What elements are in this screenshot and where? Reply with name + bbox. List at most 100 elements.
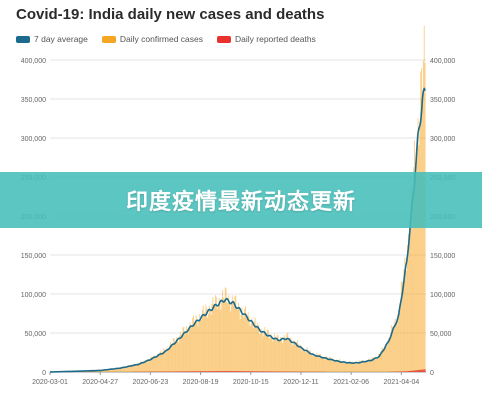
confirmed-bar — [171, 344, 172, 372]
death-bar — [414, 370, 416, 372]
legend-label-confirmed: Daily confirmed cases — [119, 34, 204, 44]
confirmed-bar — [365, 360, 367, 372]
confirmed-bar — [389, 338, 391, 372]
confirmed-bar — [377, 357, 379, 372]
death-bar — [407, 371, 409, 372]
confirmed-bar — [282, 340, 284, 372]
death-bar — [252, 371, 254, 372]
death-bar — [266, 371, 268, 372]
x-tick-label: 2020-04-27 — [82, 379, 118, 386]
confirmed-bar — [215, 295, 216, 372]
death-bar — [413, 370, 415, 372]
death-bar — [240, 371, 242, 372]
confirmed-bar — [104, 369, 106, 372]
death-bar — [210, 371, 212, 372]
confirmed-bar — [336, 360, 338, 372]
death-bar — [230, 371, 232, 372]
confirmed-bar — [371, 357, 373, 372]
death-bar — [216, 371, 218, 372]
confirmed-bar — [293, 340, 295, 372]
death-bar — [257, 371, 259, 372]
confirmed-bar — [363, 362, 365, 372]
confirmed-bar — [145, 362, 147, 372]
confirmed-bar — [117, 367, 119, 372]
confirmed-bar — [297, 344, 299, 372]
death-bar — [193, 371, 194, 372]
confirmed-bar — [136, 363, 138, 372]
confirmed-bar — [184, 332, 186, 372]
confirmed-bar — [338, 360, 340, 372]
death-bar — [202, 371, 204, 372]
confirmed-bar — [109, 369, 111, 372]
confirmed-bar — [181, 334, 183, 372]
confirmed-bar — [196, 318, 198, 372]
death-bar — [416, 370, 418, 372]
confirmed-bar — [261, 331, 263, 372]
legend-item-deaths[interactable]: Daily reported deaths — [217, 34, 316, 44]
death-bar — [236, 371, 238, 372]
confirmed-bar — [398, 311, 400, 372]
confirmed-bar — [409, 224, 411, 372]
death-bar — [237, 371, 239, 372]
death-bar — [186, 371, 187, 372]
death-bar — [268, 371, 270, 372]
death-bar — [420, 369, 422, 372]
confirmed-bar — [289, 337, 291, 372]
confirmed-bar — [112, 368, 113, 372]
confirmed-bar — [382, 348, 384, 372]
confirmed-bar — [177, 339, 179, 372]
x-tick-label: 2020-08-19 — [183, 379, 219, 386]
confirmed-bar — [266, 334, 268, 372]
death-bar — [215, 371, 217, 372]
confirmed-bar — [348, 360, 350, 372]
confirmed-bar — [322, 356, 324, 372]
confirmed-bar — [230, 311, 231, 372]
confirmed-bar — [333, 359, 334, 372]
confirmed-bar — [310, 350, 312, 372]
x-tick-label: 2020-12-11 — [283, 379, 318, 386]
confirmed-bar — [349, 362, 351, 372]
y-tick-label-left: 0 — [42, 370, 46, 377]
confirmed-bar — [204, 313, 206, 372]
confirmed-bar — [393, 322, 395, 372]
death-bar — [274, 371, 276, 372]
legend-item-7day[interactable]: 7 day average — [16, 34, 88, 44]
confirmed-bar — [254, 317, 256, 372]
death-bar — [269, 371, 271, 372]
confirmed-bar — [139, 363, 141, 372]
confirmed-bar — [374, 357, 376, 372]
confirmed-bar — [157, 355, 159, 372]
confirmed-bar — [164, 352, 166, 372]
confirmed-bar — [345, 361, 347, 372]
confirmed-bar — [325, 358, 327, 372]
confirmed-bar — [105, 369, 107, 372]
banner-text: 印度疫情最新动态更新 — [125, 190, 356, 215]
death-bar — [175, 371, 177, 372]
confirmed-bar — [314, 356, 316, 372]
death-bar — [173, 371, 175, 372]
confirmed-bar — [327, 358, 329, 372]
death-bar — [203, 371, 205, 372]
confirmed-bar — [124, 366, 126, 372]
death-bar — [405, 371, 407, 372]
confirmed-bar — [342, 360, 344, 372]
confirmed-bar — [354, 363, 356, 372]
confirmed-bar — [195, 315, 197, 372]
confirmed-bar — [252, 323, 253, 372]
confirmed-bar — [111, 368, 113, 372]
confirmed-bar — [360, 361, 362, 372]
confirmed-bar — [232, 302, 234, 372]
confirmed-bar — [171, 343, 173, 372]
death-bar — [417, 370, 419, 372]
death-bar — [422, 369, 423, 372]
confirmed-bar — [373, 359, 375, 372]
confirmed-bar — [183, 326, 185, 372]
confirmed-bar — [276, 335, 278, 372]
confirmed-bar — [113, 368, 115, 372]
confirmed-bar — [231, 295, 233, 372]
x-tick-label: 2020-03-01 — [32, 379, 68, 386]
death-bar — [208, 371, 209, 372]
confirmed-bar — [267, 329, 268, 372]
confirmed-bar — [174, 343, 176, 372]
legend-item-confirmed[interactable]: Daily confirmed cases — [101, 34, 204, 44]
